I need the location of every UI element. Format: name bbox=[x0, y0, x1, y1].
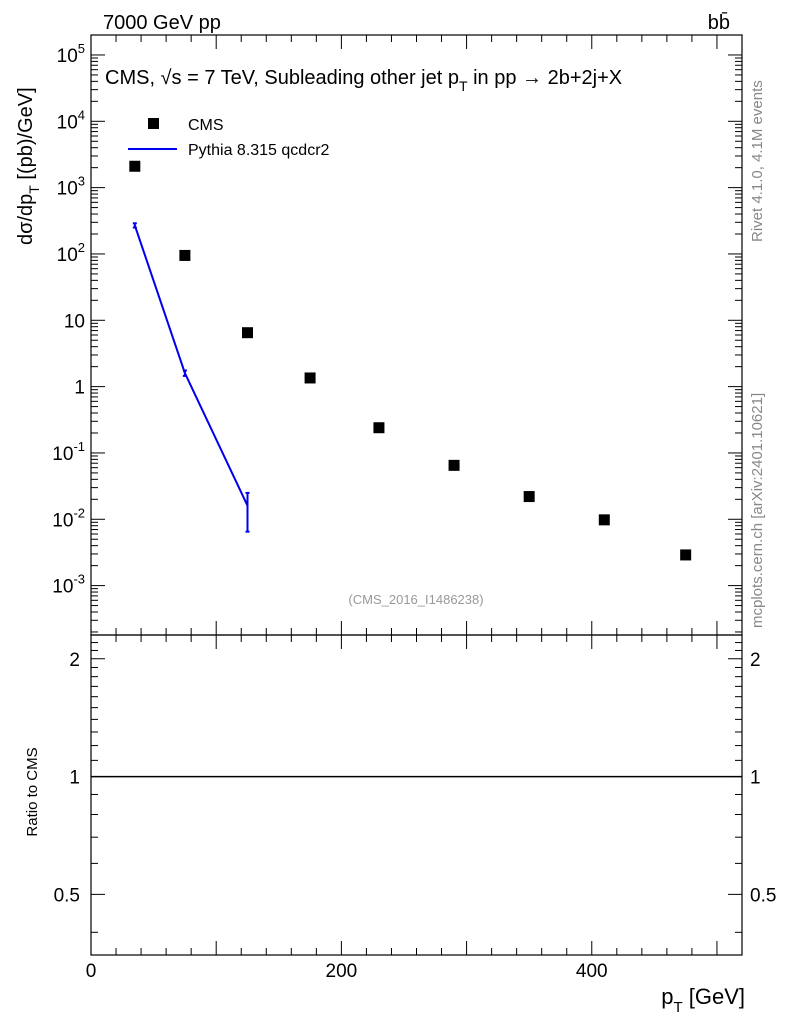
y-tick-label: 10-1​ bbox=[52, 439, 85, 465]
cms-data-point bbox=[448, 459, 460, 471]
ratio-y-axis-label: Ratio to CMS bbox=[24, 747, 41, 836]
y-tick-label: 105​ bbox=[57, 41, 85, 67]
cms-data-point bbox=[680, 549, 692, 561]
y-tick-label: 1 bbox=[74, 378, 85, 399]
y-tick-label: 103​ bbox=[57, 174, 85, 200]
cms-data-point bbox=[523, 491, 535, 503]
y-tick-label: 10-2​ bbox=[52, 505, 85, 531]
legend-marker-cms bbox=[148, 118, 159, 129]
ratio-plot-frame bbox=[90, 634, 743, 956]
ratio-y-tick-label: 1 bbox=[69, 768, 80, 789]
energy-label: 7000 GeV pp bbox=[103, 12, 221, 34]
y-tick-label: 10-3​ bbox=[52, 572, 85, 598]
cms-data-point bbox=[304, 372, 316, 384]
cms-data-point bbox=[241, 327, 253, 339]
y-tick-label: 10 bbox=[64, 311, 85, 332]
process-label: bb̄ bbox=[708, 11, 730, 34]
ratio-y-tick-label: 0.5 bbox=[54, 885, 80, 906]
ratio-y-tick-label-right: 1 bbox=[750, 768, 761, 789]
ratio-axis-ticks: 0 200 400 2 2 1 1 0.5 0.5 bbox=[54, 635, 776, 982]
ratio-y-tick-label-right: 0.5 bbox=[750, 885, 776, 906]
legend: CMS Pythia 8.315 qcdcr2 bbox=[128, 117, 330, 159]
analysis-id-label: (CMS_2016_I1486238) bbox=[348, 592, 483, 607]
x-tick-label: 400 bbox=[576, 961, 608, 982]
cms-data-point bbox=[179, 249, 191, 261]
y-tick-label: 102​ bbox=[57, 240, 85, 266]
x-tick-label: 200 bbox=[326, 961, 358, 982]
ratio-y-tick-label: 2 bbox=[69, 650, 80, 671]
cms-data-point bbox=[129, 160, 141, 172]
source-label: mcplots.cern.ch [arXiv:2401.10621] bbox=[749, 393, 766, 628]
y-axis-label: dσ/dpT​ [(pb)/GeV] bbox=[15, 87, 42, 245]
cms-data-point bbox=[373, 422, 385, 434]
legend-label-pythia: Pythia 8.315 qcdcr2 bbox=[188, 142, 330, 159]
legend-label-cms: CMS bbox=[188, 117, 224, 134]
ratio-y-tick-label-right: 2 bbox=[750, 650, 761, 671]
pythia-line bbox=[133, 224, 249, 507]
main-data-marks bbox=[129, 160, 692, 561]
y-tick-label: 104​ bbox=[57, 107, 85, 133]
cms-data-point bbox=[598, 514, 610, 526]
plot-title: CMS, √s = 7 TeV, Subleading other jet pT… bbox=[105, 67, 622, 94]
rivet-version-label: Rivet 4.1.0, 4.1M events bbox=[749, 80, 766, 242]
x-tick-label: 0 bbox=[86, 961, 97, 982]
x-axis-label: pT​ [GeV] bbox=[661, 984, 745, 1016]
